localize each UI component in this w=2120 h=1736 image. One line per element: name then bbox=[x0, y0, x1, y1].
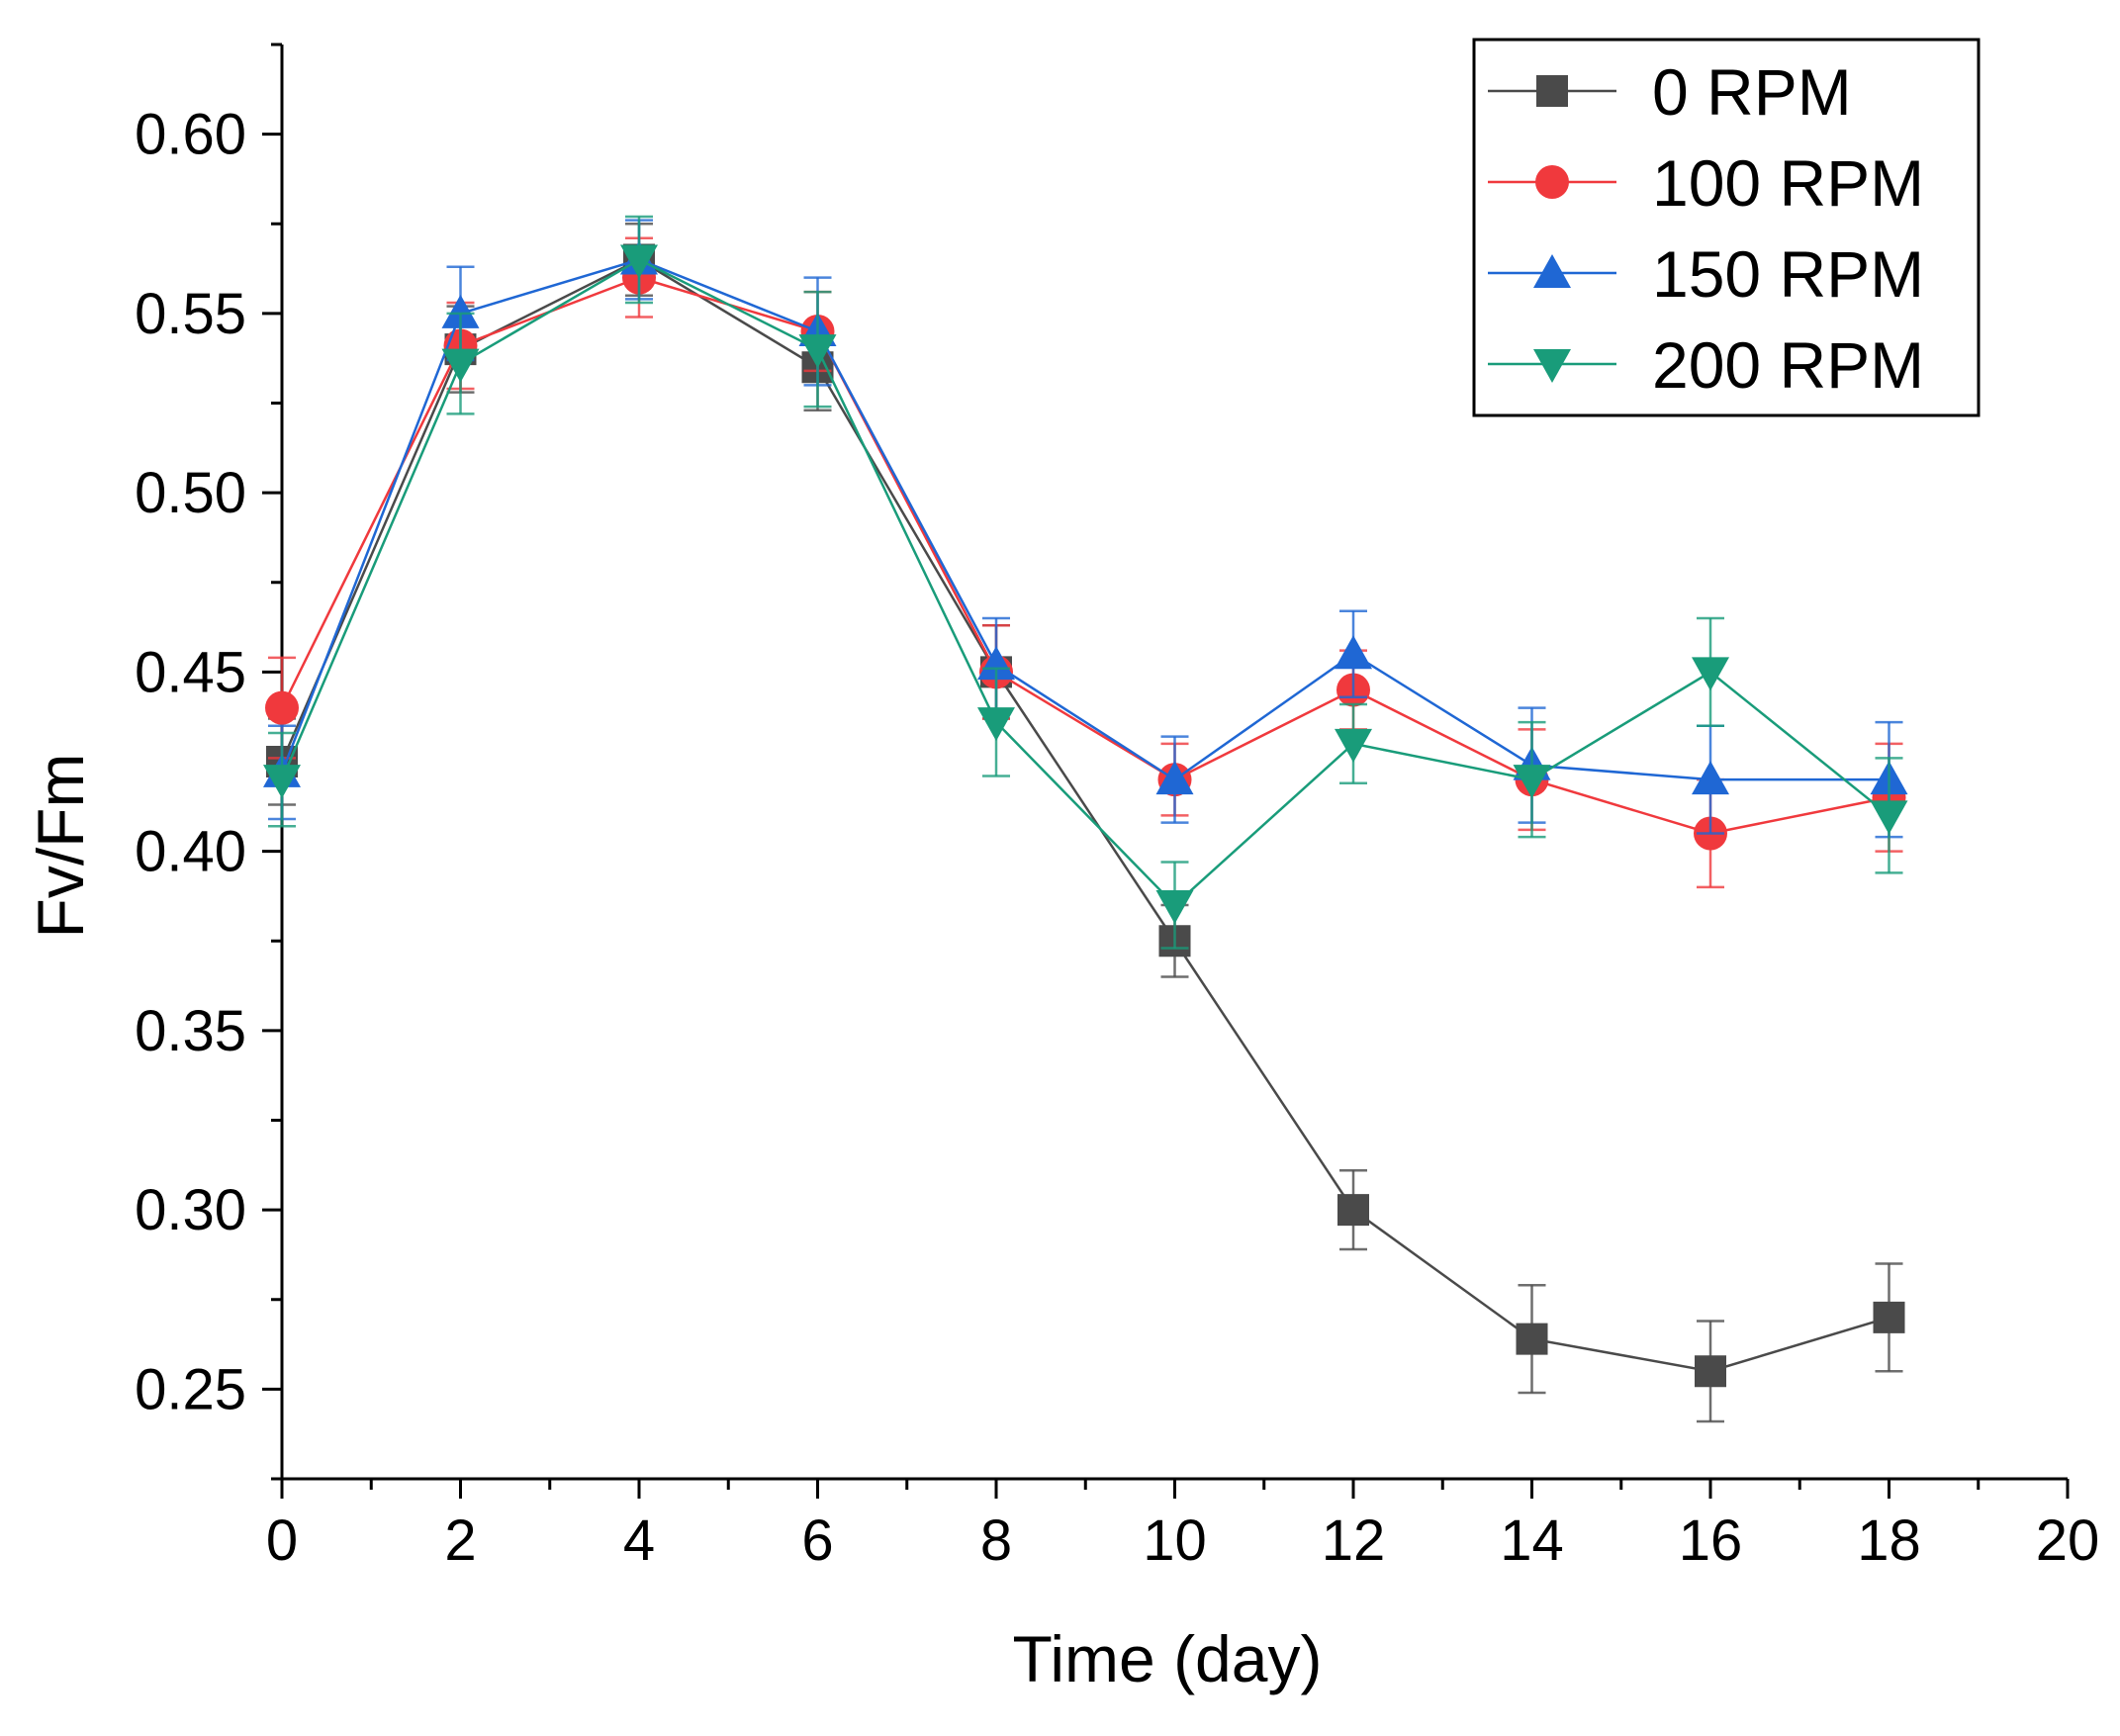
data-point bbox=[1692, 657, 1729, 691]
data-point bbox=[1695, 1355, 1726, 1388]
legend-label: 100 RPM bbox=[1652, 146, 1924, 220]
legend-marker bbox=[1536, 75, 1568, 107]
data-point bbox=[1155, 761, 1194, 795]
legend-marker bbox=[1533, 254, 1571, 288]
legend-label: 200 RPM bbox=[1652, 328, 1924, 402]
x-tick-label: 18 bbox=[1857, 1508, 1921, 1573]
series-line bbox=[280, 258, 1890, 907]
legend: 0 RPM 100 RPM 150 RPM 200 RPM bbox=[1472, 38, 1981, 417]
data-point bbox=[1516, 1323, 1548, 1355]
x-tick-label: 16 bbox=[1679, 1508, 1743, 1573]
legend-label: 0 RPM bbox=[1652, 55, 1852, 129]
x-tick-label: 2 bbox=[444, 1508, 476, 1573]
data-point bbox=[1873, 1301, 1905, 1333]
series-layer bbox=[263, 215, 1908, 1423]
axes-layer: 0 2 4 6 8 10 12 14 16 18 20 0.25 0.30 0.35 0.40 0.45 0.5… bbox=[135, 43, 2100, 1573]
data-point bbox=[441, 294, 480, 328]
x-tick-label: 14 bbox=[1500, 1508, 1564, 1573]
series-4 bbox=[263, 215, 1908, 950]
data-point bbox=[1155, 890, 1194, 924]
data-point bbox=[798, 334, 837, 369]
data-point bbox=[263, 765, 301, 799]
y-tick-label: 0.55 bbox=[135, 282, 246, 346]
data-point bbox=[1335, 728, 1372, 763]
data-point bbox=[1337, 1194, 1369, 1227]
data-point bbox=[265, 690, 299, 725]
y-axis-title: Fv/Fm bbox=[24, 754, 97, 939]
x-tick-label: 10 bbox=[1143, 1508, 1207, 1573]
x-tick-label: 6 bbox=[801, 1508, 833, 1573]
series-line bbox=[280, 258, 1890, 781]
data-point bbox=[977, 707, 1015, 742]
series-line bbox=[280, 258, 1890, 1373]
legend-label: 150 RPM bbox=[1652, 237, 1924, 311]
y-tick-label: 0.50 bbox=[135, 461, 246, 525]
data-point bbox=[1335, 635, 1372, 670]
data-point bbox=[1870, 800, 1908, 835]
data-point bbox=[441, 348, 480, 383]
data-point bbox=[1692, 761, 1729, 795]
x-tick-label: 12 bbox=[1322, 1508, 1386, 1573]
data-point bbox=[1513, 765, 1551, 799]
y-tick-label: 0.25 bbox=[135, 1357, 246, 1421]
y-tick-label: 0.45 bbox=[135, 640, 246, 704]
data-point bbox=[620, 244, 658, 279]
y-tick-label: 0.30 bbox=[135, 1178, 246, 1242]
x-tick-label: 4 bbox=[623, 1508, 655, 1573]
y-tick-label: 0.35 bbox=[135, 999, 246, 1063]
legend-marker bbox=[1535, 165, 1569, 199]
legend-marker bbox=[1533, 349, 1571, 383]
x-axis-title: Time (day) bbox=[1013, 1622, 1323, 1695]
x-tick-label: 8 bbox=[980, 1508, 1012, 1573]
x-tick-label: 0 bbox=[266, 1508, 298, 1573]
y-tick-label: 0.60 bbox=[135, 103, 246, 167]
y-tick-label: 0.40 bbox=[135, 820, 246, 884]
x-tick-label: 20 bbox=[2036, 1508, 2100, 1573]
data-point bbox=[977, 646, 1015, 681]
